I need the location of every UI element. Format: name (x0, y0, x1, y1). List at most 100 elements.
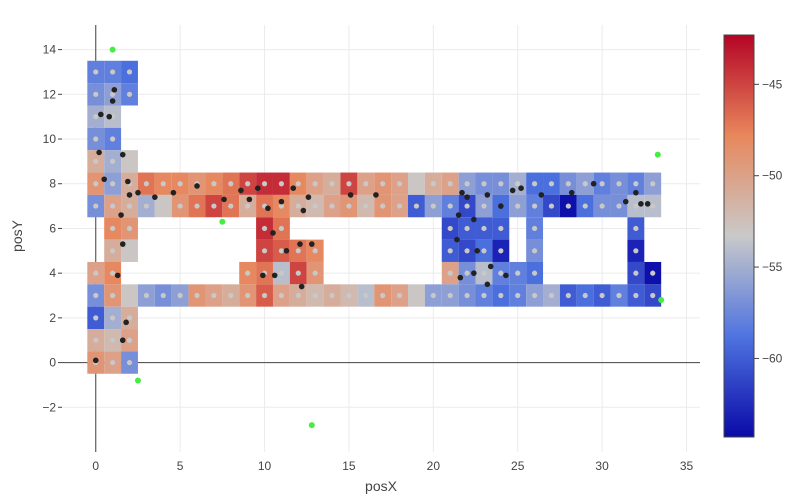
cell-center-marker (177, 292, 183, 299)
cell-center-marker (447, 203, 453, 209)
cell-center-marker (126, 248, 133, 254)
cell-center-marker (515, 181, 521, 187)
cell-center-marker (126, 91, 133, 97)
cell-center-marker (245, 181, 251, 187)
cell-center-marker (295, 181, 301, 187)
cell-center-marker (633, 225, 639, 232)
black-marker (454, 236, 460, 243)
black-marker (114, 272, 121, 279)
cell-center-marker (126, 158, 133, 164)
cell-center-marker (143, 203, 149, 209)
cell-center-marker (650, 181, 656, 187)
cell-center-marker (143, 181, 149, 187)
black-marker (474, 247, 481, 254)
cell-center-marker (329, 203, 335, 209)
cell-center-marker (498, 225, 504, 232)
colorbar (723, 34, 755, 438)
cell-center-marker (447, 270, 453, 276)
black-marker (459, 189, 465, 196)
cell-center-marker (430, 203, 436, 209)
black-marker (106, 113, 113, 120)
cell-center-marker (312, 270, 318, 276)
cell-center-marker (498, 292, 504, 299)
black-marker (298, 283, 305, 290)
cell-center-marker (177, 203, 183, 209)
cell-center-marker (228, 292, 234, 299)
cell-center-marker (312, 181, 318, 187)
y-tick-label: 10 (43, 132, 57, 146)
cell-center-marker (633, 248, 639, 254)
cell-center-marker (278, 248, 285, 254)
green-marker (658, 296, 665, 303)
cell-center-marker (110, 203, 116, 209)
y-tick-label: 0 (49, 356, 56, 370)
cell-center-marker (110, 225, 116, 232)
black-marker (125, 178, 131, 185)
cell-center-marker (110, 136, 116, 142)
cell-center-marker (312, 248, 318, 254)
cell-center-marker (126, 225, 133, 232)
cell-center-marker (464, 203, 470, 209)
cell-center-marker (93, 158, 99, 164)
cell-center-marker (329, 181, 335, 187)
black-marker (487, 263, 494, 270)
cell-center-marker (346, 292, 352, 299)
x-tick-label: 20 (427, 459, 441, 473)
cell-center-marker (312, 292, 318, 299)
x-tick-label: 35 (680, 459, 694, 473)
colorbar-ticks: −45 −50 −55 −60 (754, 77, 783, 365)
x-tick-label: 25 (511, 459, 525, 473)
cell-center-marker (245, 270, 251, 276)
colorbar-tick-label: −45 (762, 77, 783, 91)
black-marker (135, 189, 141, 196)
cell-center-marker (110, 315, 116, 321)
black-marker (518, 185, 524, 191)
cell-center-marker (93, 91, 99, 97)
cell-center-marker (565, 203, 571, 209)
cell-center-marker (312, 203, 318, 209)
cell-center-marker (599, 292, 605, 299)
black-marker (305, 194, 312, 200)
cell-center-marker (565, 181, 571, 187)
cell-center-marker (481, 292, 487, 299)
cell-center-marker (363, 181, 369, 187)
cell-center-marker (110, 158, 116, 164)
cell-center-marker (515, 292, 521, 299)
cell-center-marker (464, 248, 470, 254)
black-marker (373, 192, 379, 198)
cell-center-marker (110, 270, 116, 276)
y-tick-label: 8 (49, 177, 56, 191)
cell-center-marker (363, 203, 369, 209)
y-tick-label: 14 (43, 43, 57, 57)
cell-center-marker (616, 292, 622, 299)
cell-center-marker (110, 181, 116, 187)
black-marker (503, 272, 509, 279)
black-marker (484, 192, 491, 198)
black-marker (119, 151, 126, 158)
cell-center-marker (93, 337, 99, 343)
cell-center-marker (93, 203, 99, 209)
black-marker (457, 274, 464, 281)
x-tick-label: 5 (177, 459, 184, 473)
cell-center-marker (531, 203, 538, 209)
black-marker (622, 198, 629, 205)
cell-center-marker (110, 359, 116, 366)
cell-center-marker (278, 203, 285, 209)
cell-center-marker (110, 248, 116, 254)
cell-center-marker (498, 270, 504, 276)
cell-center-marker (515, 270, 521, 276)
cell-center-marker (464, 225, 470, 232)
cell-center-marker (177, 181, 183, 187)
black-marker (119, 241, 126, 247)
y-tick-label: 4 (49, 266, 56, 280)
cell-center-marker (261, 248, 268, 254)
black-marker (265, 205, 271, 212)
cell-center-marker (93, 69, 99, 75)
cell-center-marker (413, 292, 420, 299)
cell-center-marker (380, 292, 386, 299)
black-marker (633, 189, 639, 196)
cell-center-marker (531, 292, 538, 299)
green-marker (308, 422, 315, 429)
cell-center-marker (464, 292, 470, 299)
cell-center-marker (160, 292, 166, 299)
